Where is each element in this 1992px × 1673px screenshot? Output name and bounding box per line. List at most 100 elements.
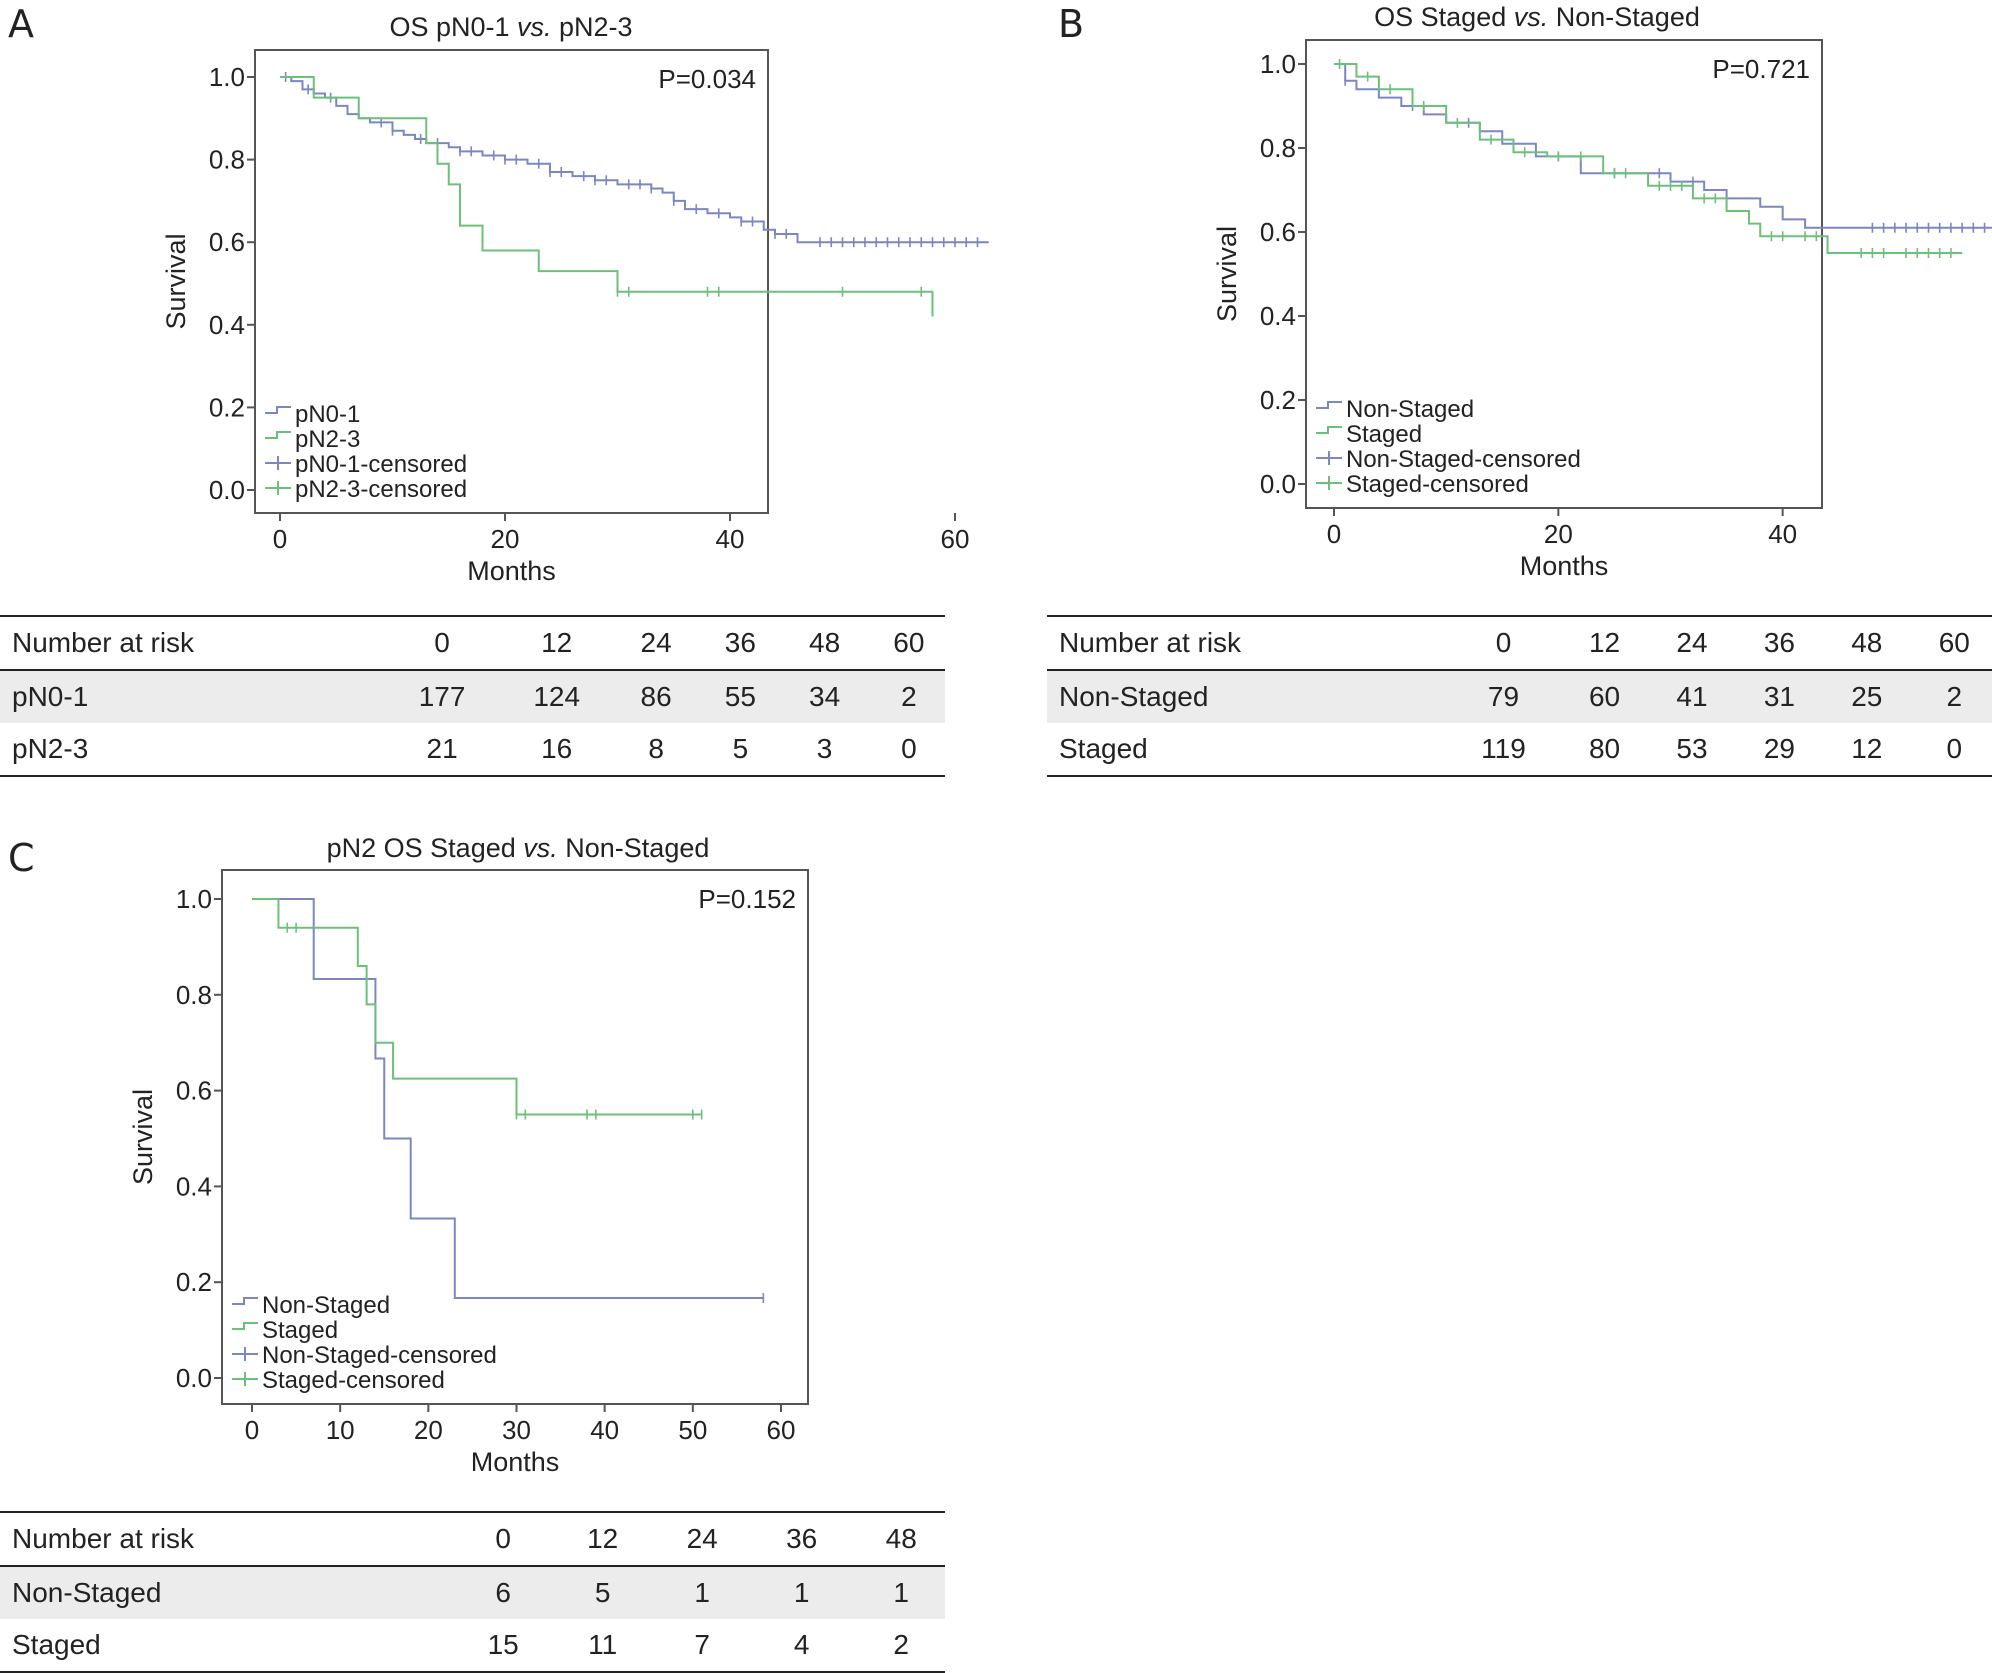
risk-header-row: Number at risk 0 12 24 36 48 60: [0, 615, 945, 671]
y-tick-label: 0.2: [176, 1267, 212, 1297]
panel-letter-a: A: [8, 2, 34, 46]
risk-time: 24: [646, 1511, 746, 1567]
risk-table-c: Number at risk 0 12 24 36 48 Non-Staged …: [0, 1511, 945, 1673]
risk-row-label: Non-Staged: [1047, 670, 1441, 723]
x-tick-label: 60: [767, 1415, 796, 1445]
risk-value: 12: [1817, 723, 1905, 777]
x-tick-label: 40: [716, 524, 745, 554]
plot-frame: [1305, 39, 1823, 509]
risk-value: 15: [447, 1619, 547, 1673]
x-axis-label: Months: [471, 1447, 560, 1477]
y-axis-label: Survival: [161, 233, 191, 329]
risk-value: 1: [745, 1566, 846, 1619]
risk-time: 36: [1729, 615, 1818, 671]
risk-value: 60: [1554, 670, 1643, 723]
y-axis-label: Survival: [128, 1089, 158, 1185]
survival-curve: [252, 898, 702, 1116]
p-value-label: P=0.034: [658, 64, 756, 94]
risk-value: 21: [378, 723, 494, 777]
risk-time: 36: [745, 1511, 846, 1567]
risk-value: 177: [378, 670, 494, 723]
risk-time: 0: [1440, 615, 1555, 671]
y-axis-label: Survival: [1212, 226, 1242, 322]
risk-value: 86: [608, 670, 693, 723]
risk-value: 80: [1554, 723, 1643, 777]
x-tick-label: 0: [1327, 519, 1341, 549]
risk-value: 29: [1729, 723, 1818, 777]
risk-value: 31: [1729, 670, 1818, 723]
legend-label: pN2-3: [295, 426, 360, 453]
risk-time: 48: [776, 615, 861, 671]
x-tick-label: 10: [326, 1415, 355, 1445]
x-tick-label: 60: [941, 524, 970, 554]
chart-title: pN2 OS Staged vs. Non-Staged: [327, 833, 710, 863]
survival-curve: [1334, 63, 1963, 254]
legend-label: pN0-1-censored: [295, 451, 467, 478]
legend-label: Staged-censored: [1346, 471, 1529, 498]
legend-label: Staged: [1346, 421, 1422, 448]
risk-header-label: Number at risk: [1047, 615, 1441, 671]
x-tick-label: 50: [678, 1415, 707, 1445]
risk-value: 5: [692, 723, 777, 777]
risk-time: 60: [1904, 615, 1992, 671]
risk-row-label: Non-Staged: [0, 1566, 448, 1619]
risk-row: pN0-1 177 124 86 55 34 2: [0, 670, 945, 723]
x-axis-label: Months: [1520, 551, 1609, 581]
risk-row-label: Staged: [1047, 723, 1441, 777]
risk-value: 119: [1440, 723, 1555, 777]
plot-frame: [254, 49, 769, 514]
x-tick-label: 0: [273, 524, 287, 554]
x-tick-label: 30: [502, 1415, 531, 1445]
legend-label: pN0-1: [295, 401, 360, 428]
y-tick-label: 0.0: [209, 475, 245, 505]
survival-curve: [252, 898, 764, 1300]
risk-time: 0: [378, 615, 494, 671]
x-axis-label: Months: [467, 556, 556, 586]
risk-time: 0: [447, 1511, 547, 1567]
risk-table-b: Number at risk 0 12 24 36 48 60 Non-Stag…: [1047, 615, 1992, 777]
legend-line-symbol: [1316, 426, 1342, 434]
y-tick-label: 0.6: [209, 227, 245, 257]
legend-label: pN2-3-censored: [295, 476, 467, 503]
x-tick-label: 40: [1768, 519, 1797, 549]
y-tick-label: 0.6: [176, 1076, 212, 1106]
p-value-label: P=0.152: [698, 884, 796, 914]
risk-value: 2: [1904, 670, 1992, 723]
risk-table-a: Number at risk 0 12 24 36 48 60 pN0-1 17…: [0, 615, 945, 777]
risk-value: 2: [845, 1619, 945, 1673]
risk-value: 8: [608, 723, 693, 777]
legend-line-symbol: [1316, 401, 1342, 409]
risk-time: 12: [546, 1511, 647, 1567]
legend-line-symbol: [265, 406, 291, 414]
legend-line-symbol: [265, 431, 291, 439]
risk-value: 34: [776, 670, 861, 723]
risk-time: 12: [1554, 615, 1643, 671]
risk-header-label: Number at risk: [0, 615, 379, 671]
risk-value: 4: [745, 1619, 846, 1673]
risk-row: Non-Staged 6 5 1 1 1: [0, 1566, 945, 1619]
risk-value: 53: [1642, 723, 1730, 777]
survival-curve: [1334, 63, 1992, 229]
y-tick-label: 0.8: [1260, 133, 1296, 163]
risk-header-row: Number at risk 0 12 24 36 48 60: [1047, 615, 1992, 671]
risk-value: 16: [493, 723, 608, 777]
risk-value: 41: [1642, 670, 1730, 723]
plot-frame: [221, 869, 809, 1405]
y-tick-label: 1.0: [176, 884, 212, 914]
risk-value: 79: [1440, 670, 1555, 723]
risk-value: 1: [845, 1566, 945, 1619]
y-tick-label: 0.0: [1260, 469, 1296, 499]
risk-value: 7: [646, 1619, 746, 1673]
chart-title: OS Staged vs. Non-Staged: [1374, 2, 1700, 32]
panel-letter-c: C: [8, 836, 35, 880]
risk-time: 24: [1642, 615, 1730, 671]
risk-time: 36: [692, 615, 777, 671]
panel-letter-b: B: [1058, 2, 1085, 46]
risk-time: 24: [608, 615, 693, 671]
risk-value: 124: [493, 670, 608, 723]
risk-time: 12: [493, 615, 608, 671]
risk-time: 60: [860, 615, 945, 671]
legend-line-symbol: [232, 1297, 258, 1305]
x-tick-label: 20: [414, 1415, 443, 1445]
y-tick-label: 0.4: [209, 310, 245, 340]
